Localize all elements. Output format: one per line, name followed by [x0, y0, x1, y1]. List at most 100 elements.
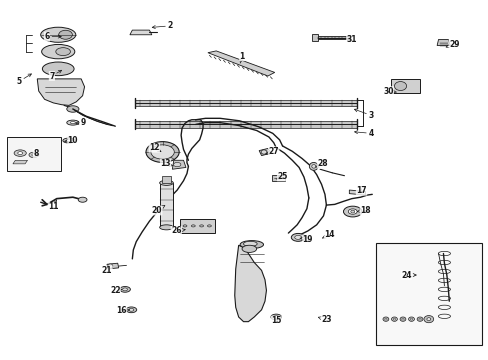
- Text: 12: 12: [149, 143, 161, 152]
- Polygon shape: [13, 160, 27, 164]
- Polygon shape: [348, 190, 365, 195]
- Ellipse shape: [66, 139, 71, 141]
- Ellipse shape: [41, 44, 75, 59]
- Ellipse shape: [32, 154, 36, 156]
- Text: 20: 20: [151, 206, 164, 215]
- Text: 5: 5: [17, 74, 31, 86]
- Ellipse shape: [126, 307, 137, 313]
- Ellipse shape: [418, 318, 420, 320]
- Polygon shape: [107, 263, 119, 269]
- Text: 18: 18: [357, 206, 370, 215]
- Text: 28: 28: [315, 159, 327, 168]
- Polygon shape: [172, 160, 185, 169]
- Ellipse shape: [416, 317, 422, 321]
- Ellipse shape: [122, 288, 127, 291]
- Ellipse shape: [426, 318, 430, 320]
- Bar: [312, 36, 348, 40]
- Ellipse shape: [159, 225, 173, 230]
- Ellipse shape: [423, 316, 433, 323]
- Text: 11: 11: [48, 200, 59, 211]
- Ellipse shape: [59, 30, 72, 39]
- Text: 22: 22: [110, 286, 122, 295]
- Ellipse shape: [243, 241, 257, 246]
- Ellipse shape: [291, 233, 305, 241]
- Text: 13: 13: [160, 159, 173, 168]
- Ellipse shape: [67, 106, 79, 112]
- Ellipse shape: [129, 309, 134, 311]
- Ellipse shape: [199, 225, 203, 227]
- Ellipse shape: [42, 62, 74, 76]
- Text: 16: 16: [116, 306, 129, 315]
- Ellipse shape: [14, 150, 26, 156]
- Text: 27: 27: [265, 147, 279, 156]
- Text: 1: 1: [239, 52, 244, 63]
- Text: 10: 10: [64, 136, 78, 145]
- Ellipse shape: [392, 318, 395, 320]
- Polygon shape: [234, 245, 266, 321]
- Text: 21: 21: [102, 266, 112, 275]
- Ellipse shape: [146, 141, 179, 162]
- Ellipse shape: [408, 317, 414, 321]
- Ellipse shape: [240, 240, 263, 248]
- Ellipse shape: [56, 48, 70, 55]
- Polygon shape: [135, 121, 356, 128]
- Ellipse shape: [242, 245, 256, 252]
- Text: 25: 25: [276, 172, 287, 181]
- Ellipse shape: [347, 209, 356, 214]
- Ellipse shape: [173, 162, 181, 167]
- Ellipse shape: [273, 316, 278, 319]
- Text: 15: 15: [270, 316, 281, 325]
- Ellipse shape: [120, 287, 130, 292]
- Text: 6: 6: [44, 32, 61, 41]
- Text: 29: 29: [445, 40, 459, 49]
- Ellipse shape: [18, 152, 22, 154]
- Text: 7: 7: [49, 70, 61, 81]
- Bar: [6, 137, 61, 171]
- Ellipse shape: [151, 145, 174, 159]
- Bar: [375, 243, 482, 345]
- Polygon shape: [135, 100, 356, 106]
- Ellipse shape: [394, 82, 406, 90]
- Ellipse shape: [270, 314, 281, 320]
- Ellipse shape: [409, 318, 412, 320]
- Polygon shape: [259, 148, 271, 156]
- Text: 3: 3: [354, 109, 373, 120]
- Text: 24: 24: [400, 270, 415, 279]
- Ellipse shape: [382, 317, 388, 321]
- Text: 2: 2: [152, 21, 173, 30]
- Ellipse shape: [159, 180, 173, 185]
- Text: 23: 23: [318, 315, 331, 324]
- Ellipse shape: [391, 317, 397, 321]
- Ellipse shape: [67, 120, 79, 125]
- Text: 8: 8: [33, 149, 39, 158]
- Text: 17: 17: [355, 186, 366, 195]
- Ellipse shape: [261, 150, 266, 154]
- Bar: [180, 219, 215, 233]
- Ellipse shape: [183, 225, 186, 227]
- Polygon shape: [37, 79, 84, 105]
- Ellipse shape: [309, 162, 318, 170]
- Bar: [311, 35, 317, 41]
- Text: 31: 31: [346, 35, 356, 44]
- Ellipse shape: [29, 152, 39, 158]
- Ellipse shape: [108, 264, 113, 268]
- Polygon shape: [130, 30, 152, 35]
- Ellipse shape: [294, 235, 301, 239]
- Ellipse shape: [311, 165, 315, 168]
- Bar: [161, 176, 171, 183]
- Ellipse shape: [78, 197, 87, 202]
- Ellipse shape: [401, 318, 404, 320]
- Ellipse shape: [384, 318, 386, 320]
- Ellipse shape: [191, 225, 195, 227]
- Bar: [159, 183, 173, 227]
- Bar: [390, 79, 419, 93]
- Text: 26: 26: [171, 226, 185, 235]
- Ellipse shape: [343, 206, 361, 217]
- Ellipse shape: [350, 210, 354, 213]
- Ellipse shape: [207, 225, 211, 227]
- Ellipse shape: [70, 122, 75, 124]
- Text: 9: 9: [76, 118, 86, 127]
- Ellipse shape: [399, 317, 405, 321]
- Polygon shape: [207, 51, 274, 76]
- Text: 14: 14: [322, 230, 334, 239]
